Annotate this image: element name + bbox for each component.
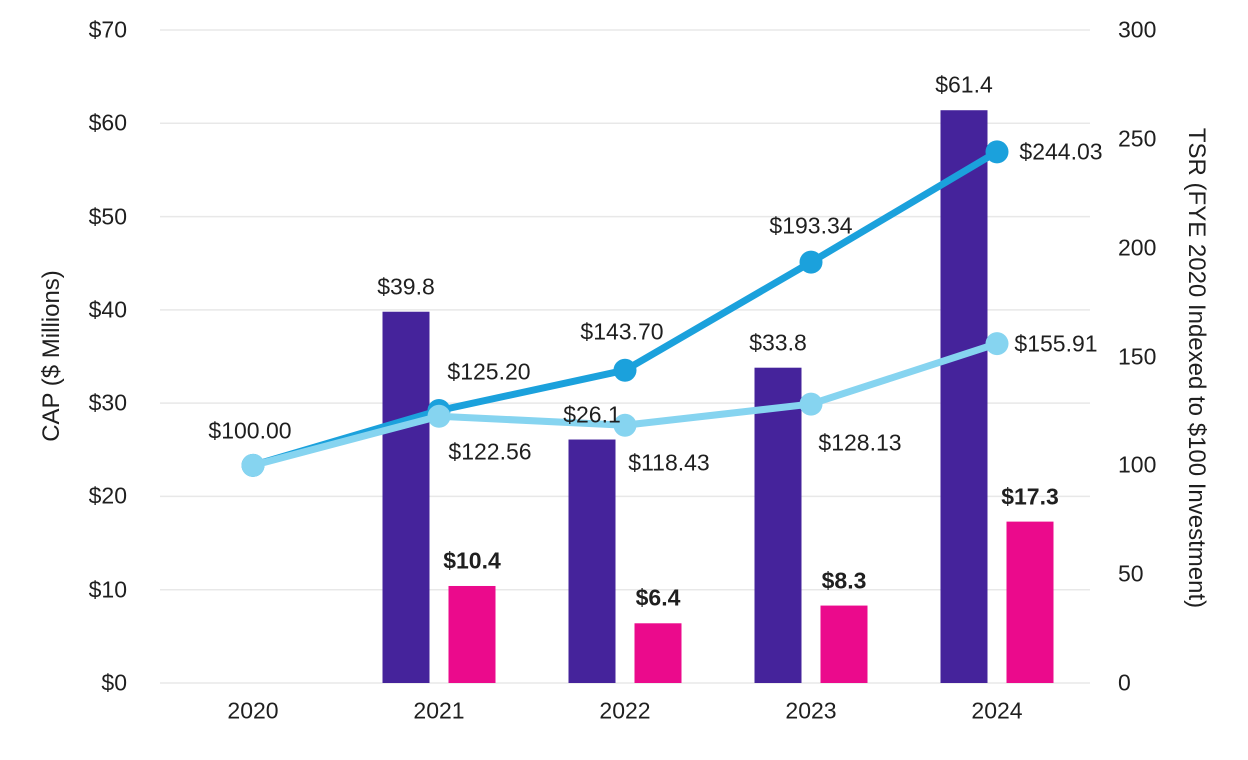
bar [382, 311, 430, 683]
line-marker [799, 250, 823, 274]
line-marker [613, 413, 637, 437]
line-marker [427, 404, 451, 428]
line-marker [985, 332, 1009, 356]
line-marker [241, 453, 265, 477]
right-axis-title: TSR (FYE 2020 Indexed to $100 Investment… [1183, 127, 1210, 609]
bar [448, 585, 496, 683]
line-marker [799, 392, 823, 416]
bar [940, 110, 988, 684]
line-marker [613, 358, 637, 382]
bar [634, 623, 682, 683]
bar [820, 605, 868, 683]
bar [754, 367, 802, 683]
bar [1006, 521, 1054, 683]
bar [568, 439, 616, 683]
left-axis-title: CAP ($ Millions) [38, 270, 65, 442]
line-marker [985, 140, 1009, 164]
